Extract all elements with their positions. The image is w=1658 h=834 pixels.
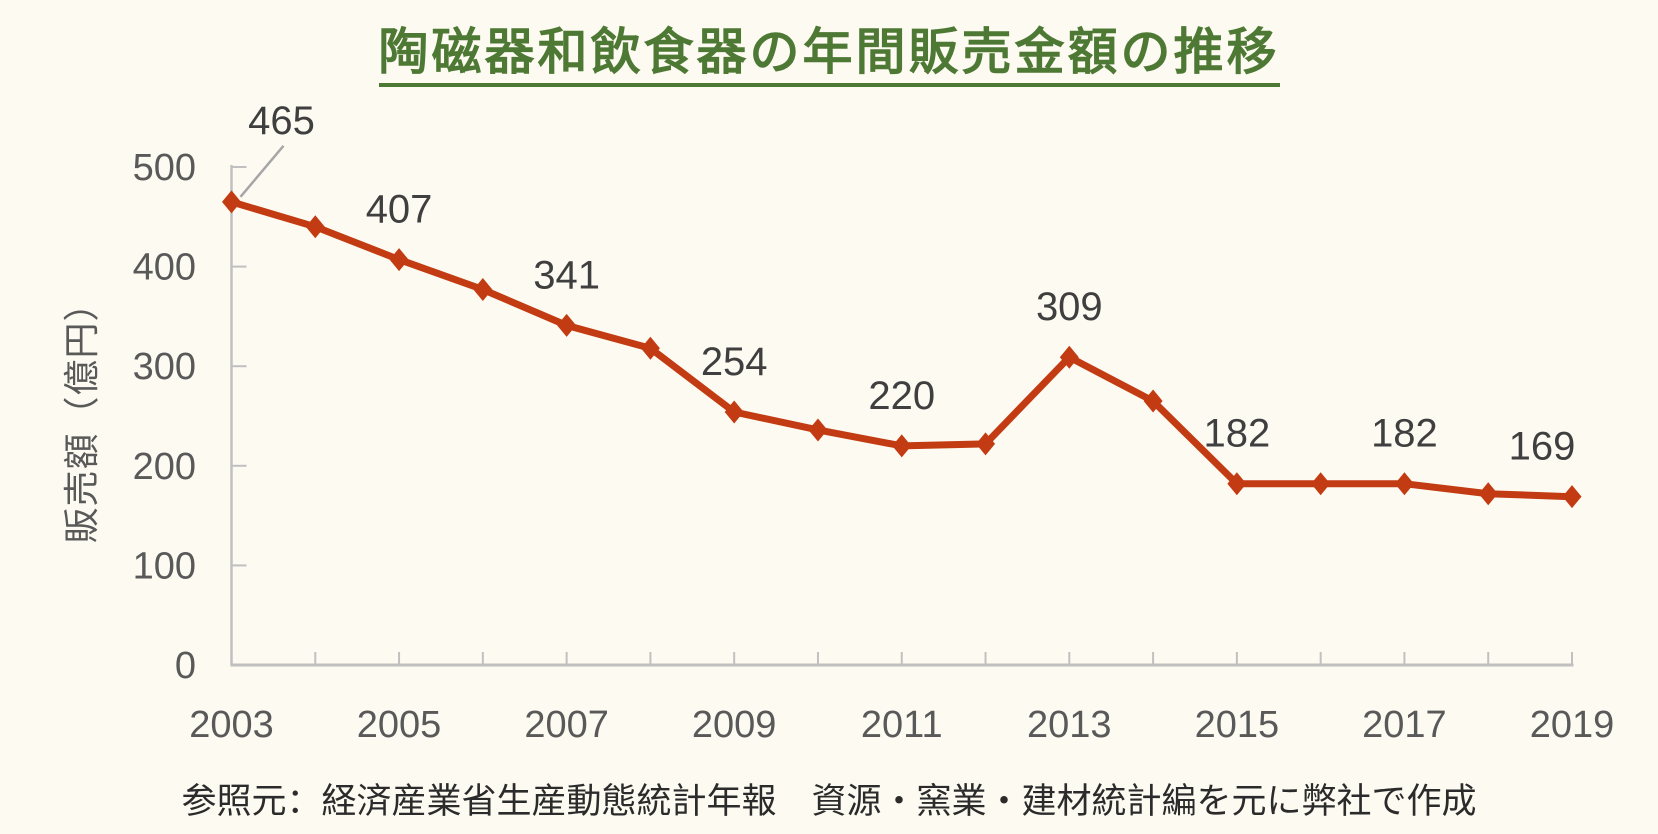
data-point-2014 — [1143, 389, 1163, 413]
data-point-2018 — [1478, 482, 1498, 506]
x-tick-label-2009: 2009 — [692, 704, 777, 746]
data-point-2006 — [473, 278, 493, 302]
data-point-2003 — [222, 190, 241, 214]
data-label-2007: 341 — [533, 253, 600, 297]
data-label-2015: 182 — [1204, 412, 1271, 456]
data-label-2017: 182 — [1371, 412, 1438, 456]
data-point-2009 — [724, 400, 744, 424]
chart-title: 陶磁器和飲食器の年間販売金額の推移 — [0, 24, 1658, 87]
data-label-2011: 220 — [868, 374, 935, 418]
data-point-2007 — [557, 313, 577, 337]
data-label-2009: 254 — [701, 340, 768, 384]
y-tick-label-500: 500 — [133, 147, 196, 189]
x-tick-label-2017: 2017 — [1362, 704, 1447, 746]
x-tick-label-2015: 2015 — [1195, 704, 1280, 746]
x-tick-label-2005: 2005 — [357, 704, 442, 746]
y-axis-title: 販売額（億円） — [61, 284, 102, 543]
data-point-2010 — [808, 418, 828, 442]
data-point-2011 — [892, 434, 912, 458]
y-tick-label-100: 100 — [133, 545, 196, 587]
x-tick-label-2003: 2003 — [189, 704, 274, 746]
data-point-2013 — [1059, 345, 1079, 369]
x-tick-label-2013: 2013 — [1027, 704, 1112, 746]
data-point-2012 — [976, 432, 996, 456]
source-note: 参照元：経済産業省生産動態統計年報 資源・窯業・建材統計編を元に弊社で作成 — [181, 782, 1477, 821]
data-point-2016 — [1311, 472, 1331, 496]
x-tick-label-2007: 2007 — [524, 704, 609, 746]
data-point-2008 — [640, 336, 660, 360]
data-point-2019 — [1562, 485, 1582, 509]
x-tick-label-2011: 2011 — [861, 704, 943, 746]
data-label-2019: 169 — [1509, 425, 1576, 469]
y-tick-label-200: 200 — [133, 446, 196, 488]
x-tick-label-2019: 2019 — [1530, 704, 1615, 746]
y-tick-label-400: 400 — [133, 247, 196, 289]
chart-title-text: 陶磁器和飲食器の年間販売金額の推移 — [378, 24, 1280, 87]
data-point-2004 — [305, 215, 325, 239]
data-label-2003: 465 — [248, 99, 315, 143]
data-point-2005 — [389, 248, 409, 272]
y-tick-label-0: 0 — [175, 645, 196, 687]
data-point-2017 — [1394, 472, 1414, 496]
data-label-callout-2003 — [239, 145, 285, 198]
data-label-2013: 309 — [1036, 285, 1103, 329]
data-point-2015 — [1227, 472, 1247, 496]
y-tick-label-300: 300 — [133, 346, 196, 388]
data-label-2005: 407 — [366, 188, 433, 232]
